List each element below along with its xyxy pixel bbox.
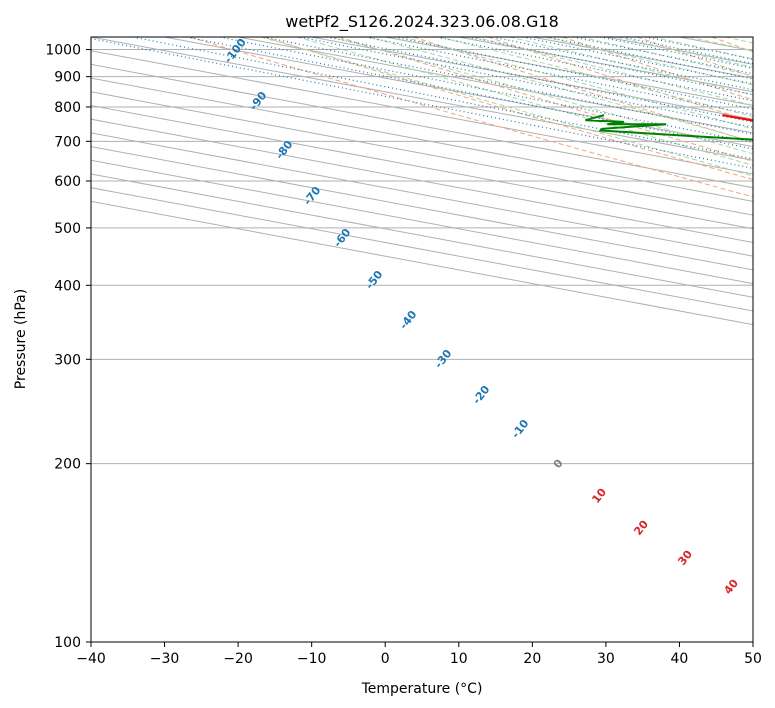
- x-tick-label: 30: [597, 651, 615, 667]
- y-tick-label: 900: [54, 70, 81, 86]
- plot-frame: [90, 36, 754, 643]
- isotherm-line: [91, 118, 753, 243]
- y-tick-label: 500: [54, 221, 81, 237]
- y-tick-label: 400: [54, 278, 81, 294]
- dry-adiabat-line: [562, 37, 753, 101]
- mixing-ratio-line: [263, 37, 753, 135]
- x-tick-label: 10: [450, 651, 468, 667]
- x-axis: −40 −30 −20 −10 0 10 20 30 40 50: [76, 642, 762, 667]
- x-tick-label: −30: [150, 651, 180, 667]
- mixing-ratio-line: [622, 37, 753, 65]
- x-tick-label: 40: [671, 651, 689, 667]
- moist-adiabat-line: [260, 37, 753, 177]
- x-tick-label: −20: [223, 651, 253, 667]
- dewpoint-profile: [585, 114, 753, 141]
- x-tick-label: 0: [381, 651, 390, 667]
- x-tick-label: −10: [297, 651, 327, 667]
- y-tick-label: 100: [54, 635, 81, 651]
- isotherm-line: [91, 50, 753, 175]
- y-axis-label: Pressure (hPa): [13, 289, 29, 389]
- isotherm-line: [91, 91, 753, 216]
- isotherm-line: [91, 104, 753, 230]
- x-tick-label: 50: [744, 651, 762, 667]
- moist-adiabat-line: [368, 37, 753, 143]
- y-tick-label: 600: [54, 174, 81, 190]
- mixing-ratio-line: [299, 37, 753, 128]
- y-axis: 1000 900 800 700 600 500 400 300 200 100: [45, 43, 91, 651]
- y-tick-label: 200: [54, 457, 81, 473]
- x-tick-label: 20: [523, 651, 541, 667]
- moist-adiabat-line: [403, 37, 753, 130]
- isotherm-line: [91, 37, 753, 161]
- x-axis-label: Temperature (°C): [361, 681, 483, 697]
- isotherm-line: [91, 77, 753, 202]
- moist-adiabat-line: [474, 37, 753, 106]
- y-tick-label: 700: [54, 134, 81, 150]
- mixing-ratio-line: [219, 37, 753, 144]
- isotherm-line: [91, 132, 753, 257]
- background-lines: [91, 37, 753, 642]
- dry-adiabat-line: [264, 37, 753, 181]
- x-tick-label: −40: [76, 651, 106, 667]
- moist-adiabat-line: [545, 37, 753, 86]
- chart-title: wetPf2_S126.2024.323.06.08.G18: [285, 12, 559, 32]
- moist-adiabat-line: [296, 37, 753, 166]
- y-tick-label: 300: [54, 352, 81, 368]
- dry-adiabat-line: [487, 37, 753, 123]
- y-tick-label: 800: [54, 100, 81, 116]
- dry-adiabat-line: [413, 37, 753, 143]
- y-tick-label: 1000: [45, 43, 81, 59]
- mixing-ratio-line: [132, 37, 753, 160]
- profile-series: [585, 114, 753, 141]
- isotherm-line: [91, 63, 753, 189]
